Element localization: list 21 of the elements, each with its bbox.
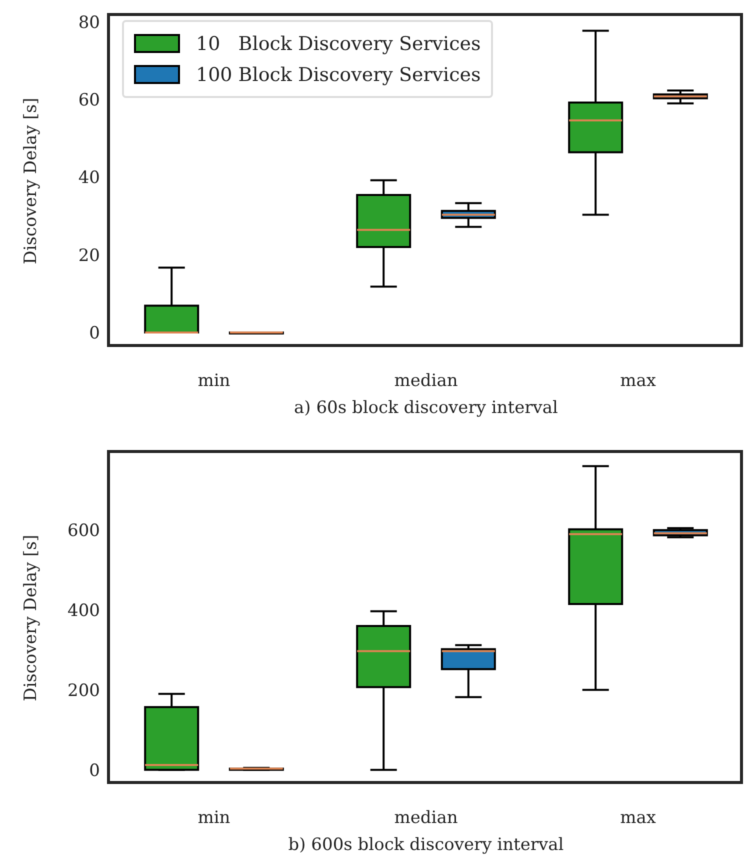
legend-label: 10 Block Discovery Services xyxy=(196,32,481,54)
y-tick-label: 40 xyxy=(78,168,100,188)
y-tick-label: 200 xyxy=(68,680,100,701)
x-axis-title: a) 60s block discovery interval xyxy=(294,398,558,418)
x-tick-label: max xyxy=(620,371,656,392)
y-tick-label: 20 xyxy=(78,246,100,266)
x-axis-title: b) 600s block discovery interval xyxy=(288,835,564,855)
x-tick-label: min xyxy=(198,371,230,392)
y-axis-title: Discovery Delay [s] xyxy=(21,534,42,702)
y-tick-label: 60 xyxy=(78,90,100,110)
x-tick-label: max xyxy=(620,808,656,828)
y-tick-label: 400 xyxy=(68,601,100,622)
y-tick-label: 80 xyxy=(78,12,100,33)
legend-label: 100 Block Discovery Services xyxy=(196,64,481,86)
x-tick-label: min xyxy=(198,808,230,828)
x-tick-label: median xyxy=(394,808,458,828)
y-tick-label: 0 xyxy=(89,324,100,344)
y-tick-label: 0 xyxy=(89,760,100,781)
y-axis-title: Discovery Delay [s] xyxy=(21,98,42,264)
y-tick-label: 600 xyxy=(68,521,100,542)
x-tick-label: median xyxy=(394,371,458,392)
